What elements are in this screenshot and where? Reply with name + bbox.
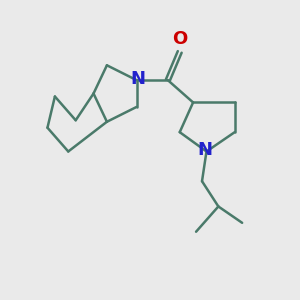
- Text: N: N: [130, 70, 146, 88]
- Text: N: N: [197, 141, 212, 159]
- Text: O: O: [172, 30, 187, 48]
